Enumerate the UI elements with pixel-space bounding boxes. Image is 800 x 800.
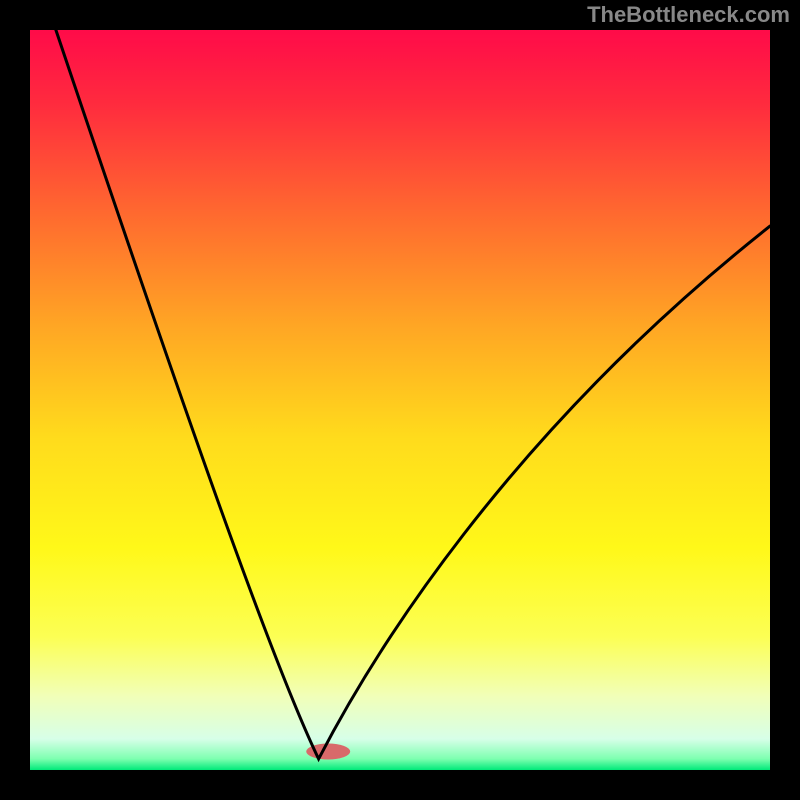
- watermark-text: TheBottleneck.com: [587, 2, 790, 28]
- bottleneck-plot: [30, 30, 770, 770]
- figure-root: TheBottleneck.com: [0, 0, 800, 800]
- gradient-background: [30, 30, 770, 770]
